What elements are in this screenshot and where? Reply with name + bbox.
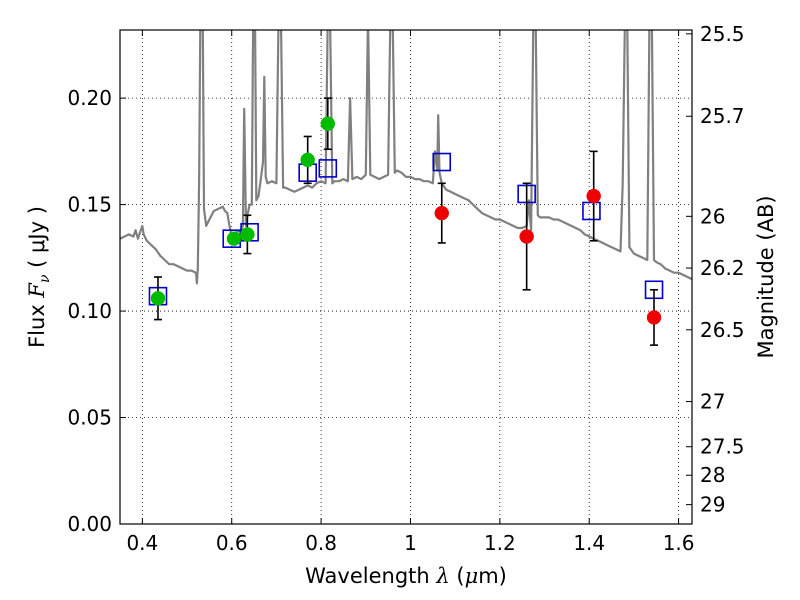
x-tick-label: 1.2 [484,531,516,555]
y-right-tick-label: 26 [700,204,725,228]
y-axis-label: Flux Fν ( μJy ) [25,206,53,348]
y-right-tick-label: 29 [700,493,725,517]
model-square-marker [318,159,338,178]
green-data-point [226,231,242,246]
x-tick-label: 1.6 [663,531,695,555]
y-tick-label: 0.05 [67,406,112,430]
y-axis-right-label: Magnitude (AB) [754,195,778,358]
y-tick-label: 0.15 [67,193,112,217]
red-data-point [586,188,601,204]
axes-ticks: 0.4 0.6 0.8 1 1.2 1.4 1.6 0.00 0.05 0.10 0.15 0.20 2… [67,22,744,555]
model-square-marker [432,152,452,172]
y-right-tick-label: 27.5 [700,435,745,459]
green-data-point [300,152,315,168]
x-tick-label: 1.4 [573,531,605,555]
green-data-point [240,227,255,242]
plot-frame [119,29,693,525]
red-data-point [519,229,534,244]
x-tick-label: 0.4 [126,531,158,555]
red-data-point [434,205,449,221]
y-right-tick-label: 25.7 [700,104,745,128]
y-right-tick-label: 28 [700,463,725,487]
y-right-tick-label: 27 [700,390,725,414]
x-axis-label: Wavelength λ (μm) [305,564,507,588]
y-right-tick-label: 25.5 [700,22,745,46]
y-right-tick-label: 26.5 [700,318,745,342]
red-data-point [646,310,662,325]
grid [120,30,692,525]
y-tick-label: 0.00 [67,512,112,536]
green-data-point [150,291,166,306]
x-tick-label: 0.6 [216,531,248,555]
green-data-point [320,116,336,131]
model-square-marker [582,201,601,221]
y-right-tick-label: 26.2 [700,256,745,280]
x-tick-label: 1 [404,531,417,555]
plot-area [120,30,692,346]
y-tick-label: 0.10 [67,299,112,323]
y-tick-label: 0.20 [67,86,112,110]
x-tick-label: 0.8 [305,531,337,555]
spectrum-line [120,30,692,285]
